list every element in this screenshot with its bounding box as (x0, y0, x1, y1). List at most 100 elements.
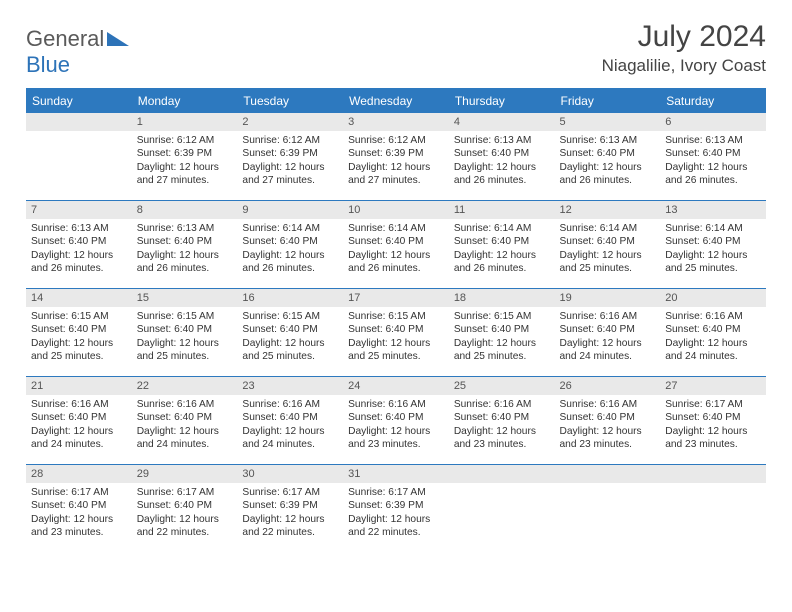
daylight-text: Daylight: 12 hours and 23 minutes. (454, 425, 550, 452)
day-cell: 2Sunrise: 6:12 AMSunset: 6:39 PMDaylight… (237, 113, 343, 201)
day-details: Sunrise: 6:12 AMSunset: 6:39 PMDaylight:… (237, 131, 343, 192)
day-details: Sunrise: 6:17 AMSunset: 6:39 PMDaylight:… (343, 483, 449, 544)
sunset-text: Sunset: 6:40 PM (348, 323, 444, 336)
sunrise-text: Sunrise: 6:14 AM (560, 222, 656, 235)
day-details: Sunrise: 6:14 AMSunset: 6:40 PMDaylight:… (237, 219, 343, 280)
week-row: 28Sunrise: 6:17 AMSunset: 6:40 PMDayligh… (26, 465, 766, 553)
day-cell (26, 113, 132, 201)
daylight-text: Daylight: 12 hours and 26 minutes. (31, 249, 127, 276)
day-cell: 11Sunrise: 6:14 AMSunset: 6:40 PMDayligh… (449, 201, 555, 289)
day-details: Sunrise: 6:13 AMSunset: 6:40 PMDaylight:… (555, 131, 661, 192)
calendar-table: Sunday Monday Tuesday Wednesday Thursday… (26, 88, 766, 553)
sunset-text: Sunset: 6:40 PM (242, 235, 338, 248)
day-details: Sunrise: 6:16 AMSunset: 6:40 PMDaylight:… (555, 395, 661, 456)
day-details: Sunrise: 6:13 AMSunset: 6:40 PMDaylight:… (449, 131, 555, 192)
sunset-text: Sunset: 6:39 PM (242, 147, 338, 160)
day-number: 30 (237, 465, 343, 483)
day-cell: 22Sunrise: 6:16 AMSunset: 6:40 PMDayligh… (132, 377, 238, 465)
day-number (26, 113, 132, 131)
day-number: 25 (449, 377, 555, 395)
day-number: 20 (660, 289, 766, 307)
daylight-text: Daylight: 12 hours and 26 minutes. (137, 249, 233, 276)
day-number: 22 (132, 377, 238, 395)
day-number: 13 (660, 201, 766, 219)
sunset-text: Sunset: 6:40 PM (348, 235, 444, 248)
day-details: Sunrise: 6:13 AMSunset: 6:40 PMDaylight:… (132, 219, 238, 280)
sunset-text: Sunset: 6:40 PM (560, 147, 656, 160)
sunrise-text: Sunrise: 6:17 AM (242, 486, 338, 499)
day-details: Sunrise: 6:16 AMSunset: 6:40 PMDaylight:… (660, 307, 766, 368)
day-cell: 10Sunrise: 6:14 AMSunset: 6:40 PMDayligh… (343, 201, 449, 289)
sunset-text: Sunset: 6:40 PM (454, 323, 550, 336)
sunset-text: Sunset: 6:40 PM (31, 235, 127, 248)
sunrise-text: Sunrise: 6:16 AM (348, 398, 444, 411)
day-cell: 1Sunrise: 6:12 AMSunset: 6:39 PMDaylight… (132, 113, 238, 201)
day-cell: 6Sunrise: 6:13 AMSunset: 6:40 PMDaylight… (660, 113, 766, 201)
daylight-text: Daylight: 12 hours and 24 minutes. (137, 425, 233, 452)
sunset-text: Sunset: 6:40 PM (560, 235, 656, 248)
sunset-text: Sunset: 6:40 PM (137, 323, 233, 336)
week-row: 14Sunrise: 6:15 AMSunset: 6:40 PMDayligh… (26, 289, 766, 377)
week-row: 21Sunrise: 6:16 AMSunset: 6:40 PMDayligh… (26, 377, 766, 465)
day-number: 1 (132, 113, 238, 131)
day-details: Sunrise: 6:13 AMSunset: 6:40 PMDaylight:… (660, 131, 766, 192)
sunset-text: Sunset: 6:40 PM (665, 323, 761, 336)
sunset-text: Sunset: 6:39 PM (348, 147, 444, 160)
day-cell (449, 465, 555, 553)
day-details: Sunrise: 6:14 AMSunset: 6:40 PMDaylight:… (555, 219, 661, 280)
sunset-text: Sunset: 6:40 PM (31, 323, 127, 336)
daylight-text: Daylight: 12 hours and 27 minutes. (137, 161, 233, 188)
sunset-text: Sunset: 6:40 PM (665, 235, 761, 248)
day-number: 18 (449, 289, 555, 307)
day-cell: 20Sunrise: 6:16 AMSunset: 6:40 PMDayligh… (660, 289, 766, 377)
daylight-text: Daylight: 12 hours and 25 minutes. (348, 337, 444, 364)
daylight-text: Daylight: 12 hours and 25 minutes. (454, 337, 550, 364)
logo-text: General Blue (26, 26, 129, 78)
daylight-text: Daylight: 12 hours and 24 minutes. (242, 425, 338, 452)
sunset-text: Sunset: 6:40 PM (242, 323, 338, 336)
day-cell: 8Sunrise: 6:13 AMSunset: 6:40 PMDaylight… (132, 201, 238, 289)
day-details: Sunrise: 6:15 AMSunset: 6:40 PMDaylight:… (237, 307, 343, 368)
sunset-text: Sunset: 6:40 PM (665, 411, 761, 424)
title-block: July 2024 Niagalilie, Ivory Coast (602, 20, 766, 76)
day-details: Sunrise: 6:17 AMSunset: 6:40 PMDaylight:… (132, 483, 238, 544)
week-row: 7Sunrise: 6:13 AMSunset: 6:40 PMDaylight… (26, 201, 766, 289)
sunrise-text: Sunrise: 6:14 AM (454, 222, 550, 235)
sunrise-text: Sunrise: 6:14 AM (665, 222, 761, 235)
logo: General Blue (26, 26, 129, 78)
day-details: Sunrise: 6:15 AMSunset: 6:40 PMDaylight:… (132, 307, 238, 368)
day-details: Sunrise: 6:14 AMSunset: 6:40 PMDaylight:… (343, 219, 449, 280)
calendar-body: 1Sunrise: 6:12 AMSunset: 6:39 PMDaylight… (26, 113, 766, 553)
day-cell: 30 Sunrise: 6:17 AMSunset: 6:39 PMDayligh… (237, 465, 343, 553)
day-number: 4 (449, 113, 555, 131)
day-number: 16 (237, 289, 343, 307)
weekday-header: Friday (555, 89, 661, 113)
sunrise-text: Sunrise: 6:13 AM (31, 222, 127, 235)
day-number: 27 (660, 377, 766, 395)
logo-triangle-icon (107, 30, 129, 46)
daylight-text: Daylight: 12 hours and 22 minutes. (242, 513, 338, 540)
sunrise-text: Sunrise: 6:12 AM (242, 134, 338, 147)
day-number: 24 (343, 377, 449, 395)
day-cell: 9Sunrise: 6:14 AMSunset: 6:40 PMDaylight… (237, 201, 343, 289)
sunrise-text: Sunrise: 6:12 AM (348, 134, 444, 147)
day-number: 6 (660, 113, 766, 131)
daylight-text: Daylight: 12 hours and 23 minutes. (665, 425, 761, 452)
day-cell: 14Sunrise: 6:15 AMSunset: 6:40 PMDayligh… (26, 289, 132, 377)
day-number: 15 (132, 289, 238, 307)
day-cell: 29Sunrise: 6:17 AMSunset: 6:40 PMDayligh… (132, 465, 238, 553)
daylight-text: Daylight: 12 hours and 25 minutes. (665, 249, 761, 276)
day-cell: 24Sunrise: 6:16 AMSunset: 6:40 PMDayligh… (343, 377, 449, 465)
day-number: 29 (132, 465, 238, 483)
daylight-text: Daylight: 12 hours and 26 minutes. (560, 161, 656, 188)
daylight-text: Daylight: 12 hours and 22 minutes. (137, 513, 233, 540)
sunrise-text: Sunrise: 6:16 AM (242, 398, 338, 411)
day-cell: 21Sunrise: 6:16 AMSunset: 6:40 PMDayligh… (26, 377, 132, 465)
sunrise-text: Sunrise: 6:15 AM (242, 310, 338, 323)
daylight-text: Daylight: 12 hours and 24 minutes. (560, 337, 656, 364)
day-details: Sunrise: 6:15 AMSunset: 6:40 PMDaylight:… (449, 307, 555, 368)
day-number (449, 465, 555, 483)
sunrise-text: Sunrise: 6:15 AM (454, 310, 550, 323)
sunset-text: Sunset: 6:39 PM (242, 499, 338, 512)
day-details: Sunrise: 6:14 AMSunset: 6:40 PMDaylight:… (660, 219, 766, 280)
